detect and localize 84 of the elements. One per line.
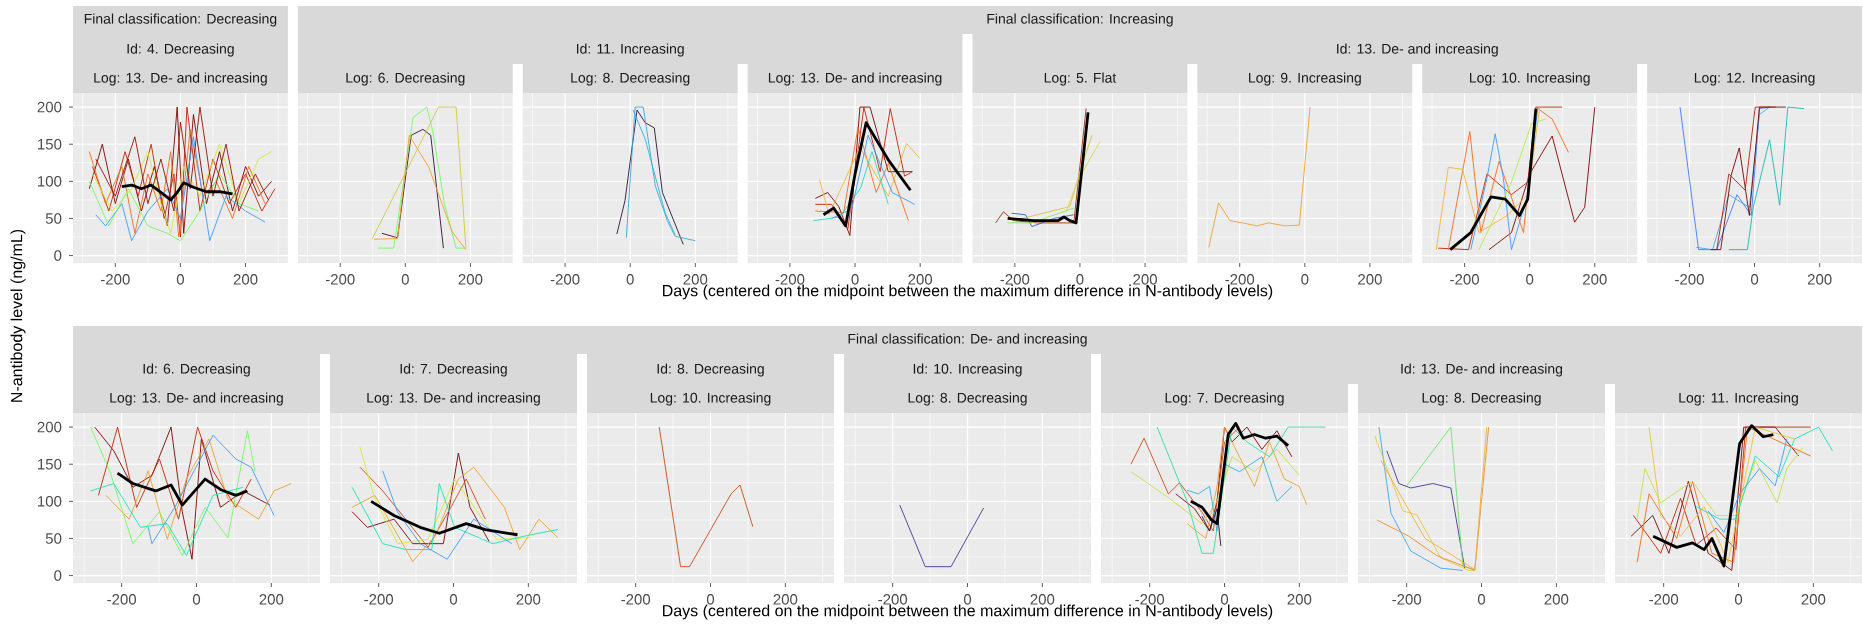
y-tick-label: 0	[54, 250, 62, 261]
text: Log: 6. Decreasing	[346, 72, 465, 86]
text: Log: 8. Decreasing	[1422, 392, 1541, 406]
x-tick-label: 0	[1301, 274, 1309, 285]
text: Log: 8. Decreasing	[571, 72, 690, 86]
text: Log: 13. De- and increasing	[367, 392, 540, 406]
x-tick-label: 0	[706, 594, 715, 605]
x-tick-label: 200	[259, 594, 284, 605]
y-tick-label: 150	[38, 138, 62, 150]
text: Log: 12. Increasing	[1694, 72, 1815, 86]
text: Log: 11. Increasing	[1679, 392, 1798, 406]
x-tick-label: -200	[325, 274, 355, 285]
x-tick-label: 200	[1801, 594, 1826, 605]
text: Log: 13. De- and increasing	[94, 72, 267, 86]
chart-subtitle: Id: 6. Decreasing	[143, 363, 250, 377]
x-tick-label: 200	[773, 594, 798, 605]
x-tick-label: -200	[100, 274, 130, 285]
y-tick-label: 150	[38, 458, 62, 470]
y-tick-label: 200	[37, 421, 62, 433]
x-tick-label: -200	[878, 594, 908, 605]
y-tick-label: 50	[45, 533, 62, 544]
x-tick-label: -200	[1135, 594, 1165, 605]
x-tick-label: 0	[1477, 594, 1486, 605]
chart-subtitle: Id: 10. Increasing	[913, 363, 1022, 377]
x-tick-label: 200	[1807, 274, 1832, 285]
y-tick-label: 50	[45, 213, 62, 224]
y-tick-label: 0	[54, 570, 62, 581]
text: Log: 13. De- and increasing	[768, 72, 942, 86]
x-tick-label: 200	[516, 594, 541, 605]
x-tick-label: 0	[1220, 594, 1229, 605]
x-tick-label: -200	[364, 594, 394, 605]
chart-subtitle: Id: 7. Decreasing	[400, 363, 507, 377]
x-tick-label: 0	[449, 594, 458, 605]
x-tick-label: -200	[1450, 274, 1479, 285]
x-tick-label: 0	[176, 274, 185, 285]
text: Log: 5. Flat	[1044, 72, 1117, 86]
x-tick-label: 200	[233, 274, 258, 285]
text: Log: 7. Decreasing	[1165, 392, 1284, 406]
text: Days (centered on the midpoint between the maximum difference in N-antibody levels)	[663, 284, 1273, 300]
x-tick-label: -200	[1000, 274, 1030, 285]
x-tick-label: 200	[1583, 274, 1607, 285]
x-tick-label: -200	[550, 274, 580, 285]
x-tick-label: -200	[107, 594, 137, 605]
text: Id: 13. De- and increasing	[1401, 363, 1563, 377]
x-tick-label: 0	[1751, 274, 1759, 285]
x-tick-label: 0	[1734, 594, 1743, 605]
x-tick-label: -200	[621, 594, 651, 605]
x-tick-label: 0	[401, 274, 409, 285]
x-tick-label: 0	[851, 274, 859, 285]
x-tick-label: -200	[775, 274, 805, 285]
x-tick-label: -200	[1649, 594, 1679, 605]
text: Log: 9. Increasing	[1249, 72, 1361, 86]
text: Final classification: De- and increasing	[848, 333, 1087, 347]
chart-subtitle: Id: 8. Decreasing	[657, 363, 764, 377]
y-tick-label: 100	[38, 496, 62, 507]
x-tick-label: 200	[1358, 274, 1382, 285]
x-tick-label: -200	[1225, 274, 1255, 285]
y-tick-label: 100	[38, 176, 62, 187]
y-axis-title: N-antibody level (ng/mL)	[10, 229, 26, 402]
x-tick-label: 0	[963, 594, 972, 605]
x-tick-label: 0	[1076, 274, 1084, 285]
text: Log: 10. Increasing	[1470, 72, 1590, 86]
x-tick-label: 200	[1287, 594, 1312, 605]
x-tick-label: 200	[1544, 594, 1569, 605]
text: Final classification: Increasing	[987, 13, 1173, 27]
text: Id: 11. Increasing	[577, 43, 684, 57]
text: Id: 13. De- and increasing	[1337, 43, 1498, 57]
x-tick-label: 200	[1133, 274, 1157, 285]
text: Log: 8. Decreasing	[908, 392, 1027, 406]
chart-subtitle: Id: 4. Decreasing	[127, 43, 234, 57]
x-tick-label: 200	[908, 274, 933, 285]
y-tick-label: 200	[37, 101, 62, 113]
x-tick-label: -200	[1392, 594, 1422, 605]
x-tick-label: -200	[1675, 274, 1704, 285]
text: Log: 13. De- and increasing	[110, 392, 283, 406]
x-tick-label: 200	[683, 274, 708, 285]
x-tick-label: 0	[192, 594, 201, 605]
x-tick-label: 200	[458, 274, 483, 285]
text: Days (centered on the midpoint between the maximum difference in N-antibody levels)	[663, 604, 1273, 620]
x-tick-label: 0	[1526, 274, 1534, 285]
x-tick-label: 0	[626, 274, 634, 285]
text: Log: 10. Increasing	[650, 392, 771, 406]
chart-title: Final classification: Decreasing	[84, 13, 277, 27]
x-tick-label: 200	[1030, 594, 1055, 605]
